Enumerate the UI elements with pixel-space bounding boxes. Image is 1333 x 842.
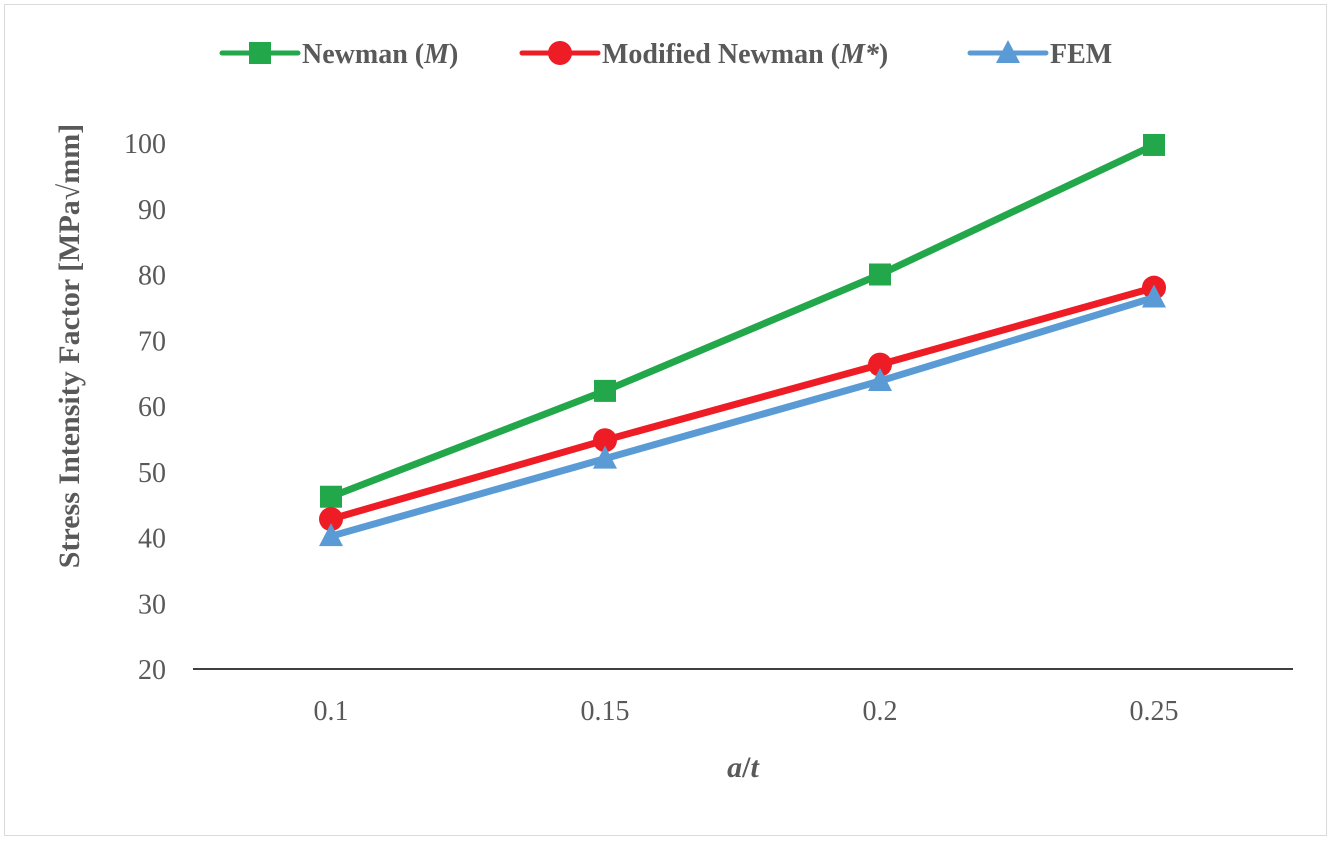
legend-label-fem: FEM	[1050, 39, 1112, 70]
series-fem	[319, 284, 1166, 547]
data-point-fem-0.2	[868, 368, 892, 392]
data-point-newman-0.2	[869, 263, 891, 286]
x-tick-label-0.1: 0.1	[314, 696, 349, 727]
data-point-newman-0.15	[594, 379, 616, 402]
y-tick-label-30: 30	[138, 589, 166, 620]
y-tick-label-20: 20	[138, 655, 166, 686]
legend-label-newman: Newman (M)	[302, 39, 458, 70]
y-tick-label-40: 40	[138, 524, 166, 555]
y-axis-title: Stress Intensity Factor [MPa√mm]	[53, 124, 86, 568]
legend-item-fem[interactable]: FEM	[967, 39, 1112, 70]
legend-marker-modified-newman	[548, 41, 572, 65]
series-line-newman	[327, 141, 1158, 501]
x-axis-title: a/t	[727, 751, 760, 784]
data-point-fem-0.25	[1142, 284, 1166, 308]
x-tick-label-0.25: 0.25	[1130, 696, 1179, 727]
y-tick-label-90: 90	[138, 195, 166, 226]
series-layer	[319, 133, 1166, 547]
series-line-modified-newman	[327, 284, 1158, 523]
legend: Newman (M) Modified Newman (M*) FEM	[219, 39, 1112, 70]
y-tick-label-70: 70	[138, 326, 166, 357]
y-tick-label-60: 60	[138, 392, 166, 423]
y-axis-ticks: 20 30 40 50 60 70 80 90 100	[124, 129, 166, 686]
legend-label-modified-newman: Modified Newman (M*)	[602, 39, 888, 70]
y-tick-label-80: 80	[138, 261, 166, 292]
series-newman	[320, 133, 1165, 508]
series-line-fem	[327, 294, 1158, 540]
x-tick-label-0.15: 0.15	[581, 696, 630, 727]
data-point-modified-newman-0.15	[593, 428, 617, 453]
x-axis-ticks: 0.1 0.15 0.2 0.25	[314, 696, 1179, 727]
legend-item-newman[interactable]: Newman (M)	[219, 39, 458, 70]
y-tick-label-50: 50	[138, 458, 166, 489]
legend-marker-fem	[996, 40, 1020, 63]
y-tick-label-100: 100	[124, 129, 166, 160]
data-point-fem-0.1	[319, 523, 343, 547]
data-point-newman-0.1	[320, 485, 342, 508]
series-modified-newman	[319, 275, 1166, 532]
legend-item-modified-newman[interactable]: Modified Newman (M*)	[519, 39, 888, 70]
data-point-modified-newman-0.1	[319, 507, 343, 532]
data-point-newman-0.25	[1143, 133, 1165, 156]
data-point-fem-0.15	[593, 445, 617, 469]
legend-marker-newman	[249, 42, 271, 64]
x-tick-label-0.2: 0.2	[863, 696, 898, 727]
data-point-modified-newman-0.2	[868, 352, 892, 377]
